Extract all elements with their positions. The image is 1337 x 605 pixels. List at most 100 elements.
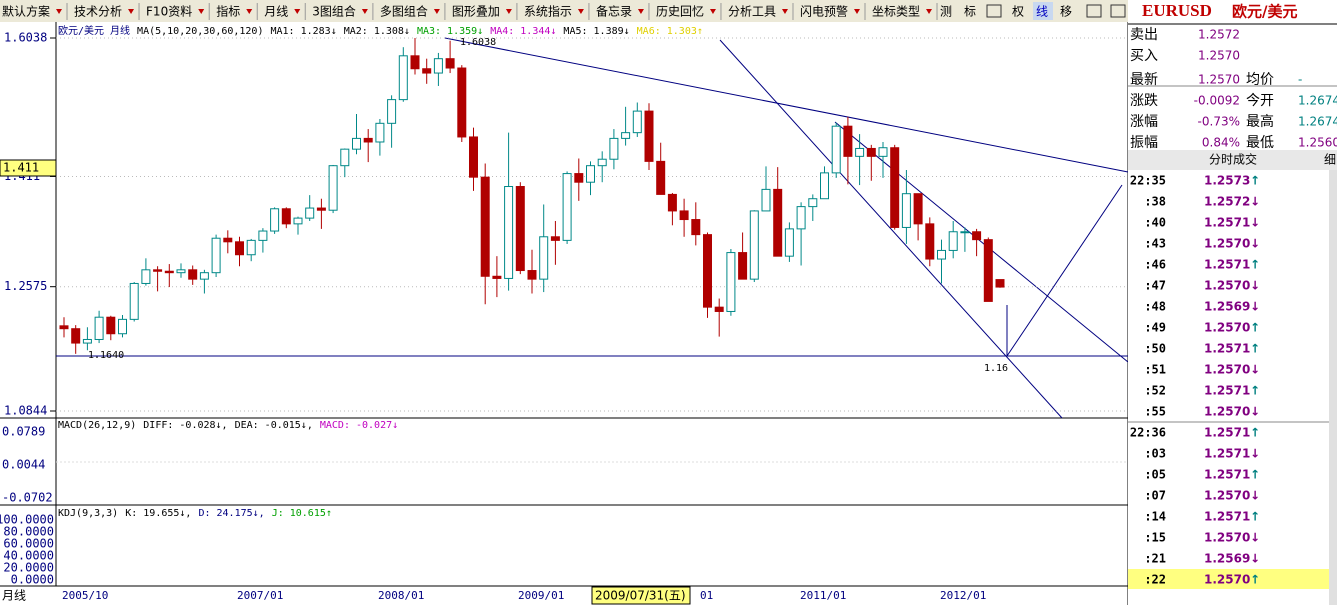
candle-body <box>270 208 280 232</box>
tick-direction: ↑ <box>1250 468 1260 482</box>
toolbar-button[interactable]: 系统指示 <box>524 4 572 19</box>
tick-time: 22:36 <box>1130 426 1166 440</box>
candle-body <box>433 58 443 74</box>
tick-time: :14 <box>1144 510 1166 524</box>
y-tick-label: 100.0000 <box>0 513 54 527</box>
candle-body <box>316 207 326 211</box>
y-tick-label: -0.0702 <box>2 491 53 505</box>
tick-direction: ↑ <box>1250 426 1260 440</box>
tick-price: 1.2571 <box>1204 258 1250 272</box>
toolbar-button[interactable]: 分析工具 <box>728 5 776 19</box>
tick-direction: ↓ <box>1250 279 1260 293</box>
candle-body <box>235 241 244 256</box>
candle-body <box>457 67 467 138</box>
candle-body <box>281 208 291 225</box>
candle-body <box>890 147 900 228</box>
toolbar-button[interactable]: 默认方案 <box>2 4 50 19</box>
quote-label: 最高 <box>1246 113 1274 130</box>
tool-button[interactable]: 移 <box>1060 5 1072 19</box>
candle-body <box>691 219 701 236</box>
tick-time: :48 <box>1144 300 1166 314</box>
tick-price: 1.2571 <box>1204 216 1250 230</box>
candle-body <box>761 188 771 212</box>
tick-time: :38 <box>1144 195 1166 209</box>
y-tick-label: 80.0000 <box>3 525 54 539</box>
candle-body <box>422 68 432 74</box>
toolbar-button[interactable]: 多图组合 <box>380 4 428 19</box>
candle-body <box>387 99 397 124</box>
quote-value: 1.2570 <box>1198 73 1240 87</box>
tick-highlight <box>1128 569 1329 589</box>
tool-icon[interactable] <box>1086 4 1102 18</box>
candle-body <box>820 172 829 200</box>
dropdown-arrow <box>128 9 135 14</box>
quote-value: 1.2570 <box>1198 49 1240 63</box>
toolbar-button[interactable]: 坐标类型 <box>872 5 920 19</box>
quote-label: 最新 <box>1130 72 1158 88</box>
toolbar-button[interactable]: 指标 <box>216 4 240 19</box>
toolbar-bg <box>0 0 1337 22</box>
candle-body <box>480 176 490 277</box>
tick-time: :47 <box>1144 279 1166 293</box>
x-tick-label: 2005/10 <box>62 589 108 602</box>
indicator-label: J: 10.615↑ <box>272 508 332 519</box>
annotation: 1.1640 <box>88 350 124 361</box>
x-tick-label: 2008/01 <box>378 589 424 602</box>
toolbar-button[interactable]: F10资料 <box>146 5 192 19</box>
quote-label: 振幅 <box>1130 135 1158 151</box>
tick-price: 1.2570 <box>1204 489 1250 503</box>
tick-price: 1.2570 <box>1204 279 1250 293</box>
toolbar-button[interactable]: 图形叠加 <box>452 5 500 19</box>
candle-body <box>726 252 736 312</box>
toolbar-button[interactable]: 历史回忆 <box>656 5 704 19</box>
quote-value: 0.84% <box>1202 136 1240 150</box>
tick-time: :46 <box>1144 258 1166 272</box>
x-tick-label: 2007/01 <box>237 589 283 602</box>
tick-price: 1.2570 <box>1204 573 1250 587</box>
candle-body <box>562 173 572 241</box>
indicator-label: D: 24.175↓, <box>198 508 264 519</box>
quote-label: 卖出 <box>1130 27 1158 43</box>
toolbar-button[interactable]: 备忘录 <box>596 4 632 19</box>
quote-label: 均价 <box>1246 72 1274 88</box>
quote-value: -0.0092 <box>1194 94 1240 108</box>
quote-value: -0.73% <box>1198 115 1240 129</box>
toolbar-button[interactable]: 月线 <box>264 5 288 19</box>
tick-time: :22 <box>1144 573 1166 587</box>
ticks-header <box>1128 150 1337 170</box>
tick-direction: ↑ <box>1250 573 1260 587</box>
tick-price: 1.2571 <box>1204 468 1250 482</box>
tool-icon[interactable] <box>986 4 1002 18</box>
quote-label: 买入 <box>1130 48 1158 64</box>
quote-value: 1.2674 <box>1298 94 1337 108</box>
tick-direction: ↑ <box>1250 510 1260 524</box>
cursor-box <box>591 586 691 605</box>
tick-direction: ↑ <box>1250 342 1260 356</box>
candle-body <box>621 132 631 139</box>
tool-icon[interactable] <box>1110 4 1126 18</box>
tick-direction: ↑ <box>1250 174 1260 188</box>
toolbar-button[interactable]: 闪电预警 <box>800 4 848 19</box>
y-tick-label: 0.0789 <box>2 425 45 439</box>
tool-button[interactable]: 测 <box>940 5 952 19</box>
tool-button[interactable]: 线 <box>1036 5 1048 19</box>
candle-body <box>246 239 256 256</box>
tool-button[interactable]: 权 <box>1012 5 1024 19</box>
tick-direction: ↑ <box>1250 321 1260 335</box>
candle-body <box>948 231 958 251</box>
x-tick-label: 2009/01 <box>518 589 564 602</box>
tick-direction: ↓ <box>1250 300 1260 314</box>
candle-body <box>118 318 127 335</box>
scrollbar[interactable] <box>1329 170 1337 605</box>
tool-button[interactable]: 标 <box>964 5 976 19</box>
quote-symbol: EURUSD <box>1142 1 1212 20</box>
candle-body <box>656 160 666 195</box>
tick-direction: ↓ <box>1250 363 1260 377</box>
candle-body <box>363 137 373 143</box>
candle-body <box>504 186 514 279</box>
toolbar-button[interactable]: 技术分析 <box>74 5 122 19</box>
tick-price: 1.2571 <box>1204 426 1250 440</box>
tick-time: :50 <box>1144 342 1166 356</box>
toolbar-button[interactable]: 3图组合 <box>312 4 356 19</box>
